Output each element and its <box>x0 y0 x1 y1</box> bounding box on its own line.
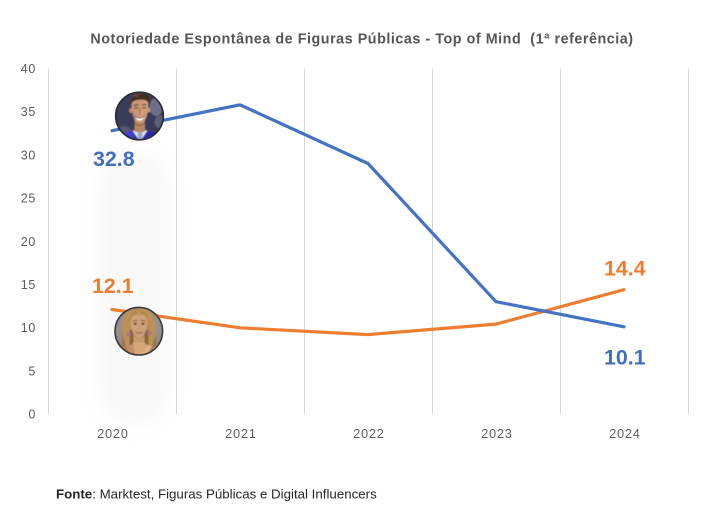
svg-text:2024: 2024 <box>609 427 640 441</box>
svg-text:20: 20 <box>21 235 36 249</box>
svg-text:30: 30 <box>21 148 36 162</box>
svg-text:0: 0 <box>28 408 36 422</box>
svg-text:2023: 2023 <box>481 427 512 441</box>
svg-text:12.1: 12.1 <box>92 274 134 298</box>
svg-text:10.1: 10.1 <box>604 345 646 369</box>
svg-text:2021: 2021 <box>225 427 256 441</box>
svg-text:Fonte: Marktest, Figuras Públi: Fonte: Marktest, Figuras Públicas e Digi… <box>56 487 377 502</box>
svg-text:2022: 2022 <box>353 427 384 441</box>
svg-text:15: 15 <box>21 278 36 292</box>
svg-text:35: 35 <box>21 105 36 119</box>
svg-text:2020: 2020 <box>97 427 128 441</box>
svg-text:25: 25 <box>21 192 36 206</box>
svg-text:5: 5 <box>28 364 36 378</box>
svg-text:10: 10 <box>21 321 36 335</box>
svg-text:14.4: 14.4 <box>604 256 646 280</box>
svg-text:40: 40 <box>21 62 36 76</box>
svg-text:32.8: 32.8 <box>93 147 135 171</box>
svg-text:Notoriedade Espontânea de Figu: Notoriedade Espontânea de Figuras Públic… <box>90 32 633 48</box>
